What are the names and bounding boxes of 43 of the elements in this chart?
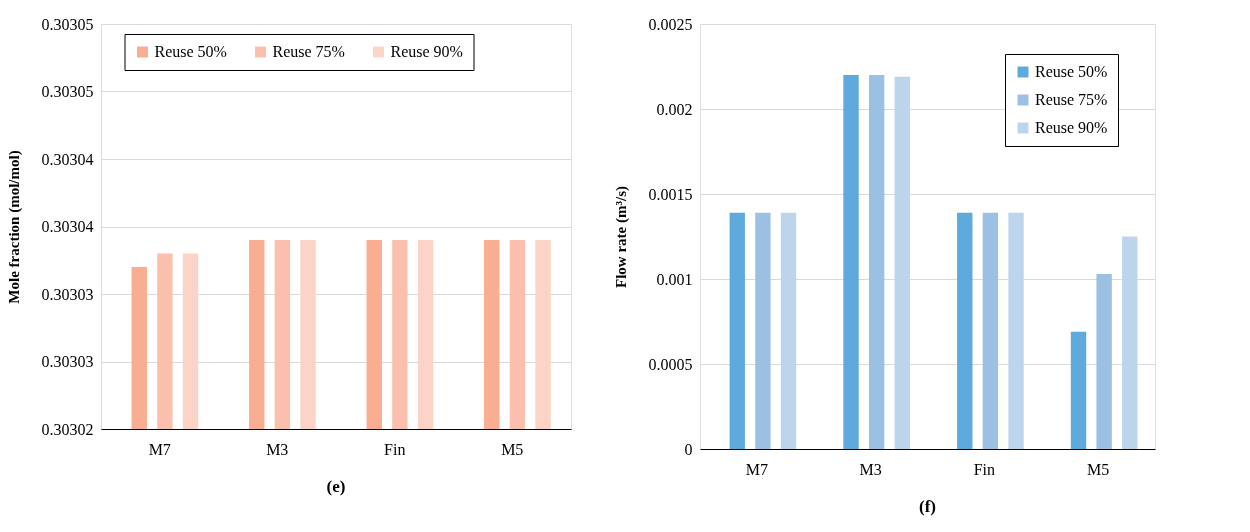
bar — [1008, 212, 1024, 449]
y-axis-title: Mole fraction (mol/mol) — [5, 150, 23, 304]
x-tick-label: Fin — [384, 440, 406, 458]
bar — [755, 212, 771, 449]
x-tick-label: M7 — [148, 440, 171, 458]
y-axis-title: Flow rate (m³/s) — [612, 186, 630, 288]
bar — [843, 75, 859, 449]
y-tick-label: 0 — [684, 440, 693, 458]
y-tick-label: 0.30304 — [41, 218, 94, 235]
legend-label: Reuse 90% — [390, 43, 463, 60]
text: (e) — [326, 477, 346, 496]
x-tick-label: M7 — [745, 460, 768, 478]
legend-label: Reuse 75% — [272, 43, 345, 60]
bar — [868, 75, 885, 449]
legend-label: Reuse 50% — [154, 43, 227, 60]
y-tick-label: 0.30305 — [41, 83, 94, 100]
x-tick-label: Fin — [973, 460, 996, 478]
y-tick-label: 0.002 — [656, 100, 693, 118]
x-tick-label: M5 — [1087, 460, 1110, 478]
bar — [1122, 236, 1138, 449]
y-tick-label: 0.0015 — [648, 185, 693, 203]
legend-label: Reuse 50% — [1035, 63, 1108, 80]
bar — [729, 212, 745, 449]
bar — [1096, 273, 1112, 449]
y-tick-label: 0.30304 — [41, 150, 94, 168]
legend-label: Reuse 75% — [1035, 91, 1108, 108]
y-tick-label: 0.001 — [656, 270, 693, 288]
bar — [982, 212, 999, 449]
y-tick-label: 0.30302 — [41, 420, 94, 438]
bar — [894, 76, 910, 449]
text: (f) — [919, 497, 936, 516]
y-tick-label: 0.0025 — [648, 15, 693, 33]
x-tick-label: M3 — [266, 440, 289, 458]
bar — [957, 212, 973, 449]
bar — [1070, 331, 1087, 449]
y-tick-label: 0.30303 — [41, 353, 94, 370]
y-tick-label: 0.30303 — [41, 285, 94, 303]
y-tick-label: 0.30305 — [41, 15, 94, 33]
legend-label: Reuse 90% — [1035, 119, 1108, 136]
x-tick-label: M3 — [859, 460, 882, 478]
x-tick-label: M5 — [501, 440, 524, 458]
bar — [780, 212, 797, 449]
y-tick-label: 0.0005 — [648, 355, 693, 373]
